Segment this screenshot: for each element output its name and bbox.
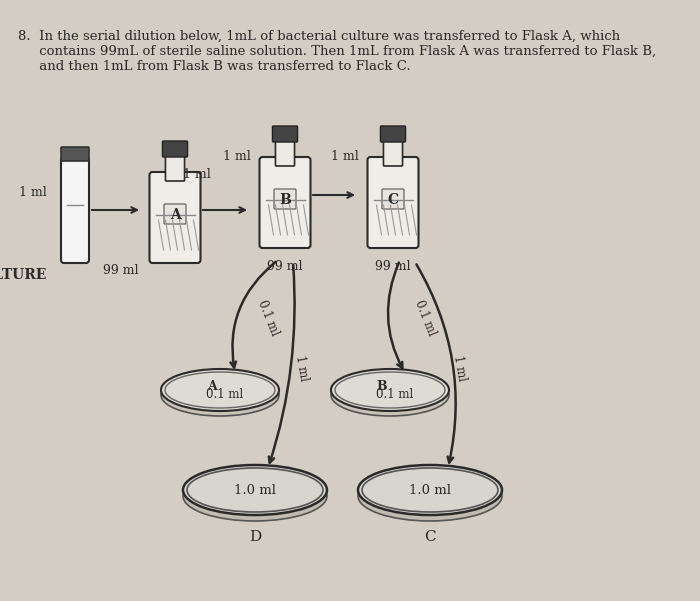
Text: 8.  In the serial dilution below, 1mL of bacterial culture was transferred to Fl: 8. In the serial dilution below, 1mL of … xyxy=(18,30,656,73)
Text: D: D xyxy=(249,530,261,544)
FancyBboxPatch shape xyxy=(272,126,298,142)
FancyBboxPatch shape xyxy=(368,157,419,248)
FancyBboxPatch shape xyxy=(61,147,89,161)
FancyBboxPatch shape xyxy=(275,139,295,166)
FancyBboxPatch shape xyxy=(274,189,296,209)
Text: B: B xyxy=(279,193,291,207)
Ellipse shape xyxy=(358,465,502,515)
Text: A: A xyxy=(169,208,181,222)
Text: 1.0 ml: 1.0 ml xyxy=(409,483,451,496)
Ellipse shape xyxy=(331,369,449,411)
Text: 0.1 ml: 0.1 ml xyxy=(206,388,244,401)
Text: 1.0 ml: 1.0 ml xyxy=(234,483,276,496)
Text: 1 ml: 1 ml xyxy=(331,150,358,163)
Ellipse shape xyxy=(331,374,449,416)
Text: A: A xyxy=(207,380,217,394)
Ellipse shape xyxy=(183,471,327,521)
Ellipse shape xyxy=(161,374,279,416)
FancyBboxPatch shape xyxy=(381,126,405,142)
FancyBboxPatch shape xyxy=(165,154,185,181)
FancyBboxPatch shape xyxy=(164,204,186,224)
FancyBboxPatch shape xyxy=(150,172,200,263)
Text: 99 ml: 99 ml xyxy=(375,260,411,273)
Text: C: C xyxy=(387,193,398,207)
Text: 1 ml: 1 ml xyxy=(293,354,311,382)
Ellipse shape xyxy=(161,369,279,411)
Text: 1 ml: 1 ml xyxy=(183,168,211,182)
Ellipse shape xyxy=(183,465,327,515)
Ellipse shape xyxy=(358,471,502,521)
Text: CULTURE: CULTURE xyxy=(0,268,47,282)
FancyBboxPatch shape xyxy=(162,141,188,157)
FancyBboxPatch shape xyxy=(61,157,89,263)
FancyBboxPatch shape xyxy=(384,139,402,166)
Text: 0.1 ml: 0.1 ml xyxy=(377,388,414,401)
Text: B: B xyxy=(377,380,387,394)
FancyBboxPatch shape xyxy=(260,157,311,248)
Text: 99 ml: 99 ml xyxy=(267,260,302,273)
Text: 0.1 ml: 0.1 ml xyxy=(412,298,438,338)
Text: C: C xyxy=(424,530,436,544)
Text: 1 ml: 1 ml xyxy=(452,354,469,382)
Text: 99 ml: 99 ml xyxy=(103,263,139,276)
Text: 1 ml: 1 ml xyxy=(20,186,47,198)
FancyBboxPatch shape xyxy=(382,189,404,209)
Text: 1 ml: 1 ml xyxy=(223,150,251,163)
Text: 0.1 ml: 0.1 ml xyxy=(255,298,281,338)
